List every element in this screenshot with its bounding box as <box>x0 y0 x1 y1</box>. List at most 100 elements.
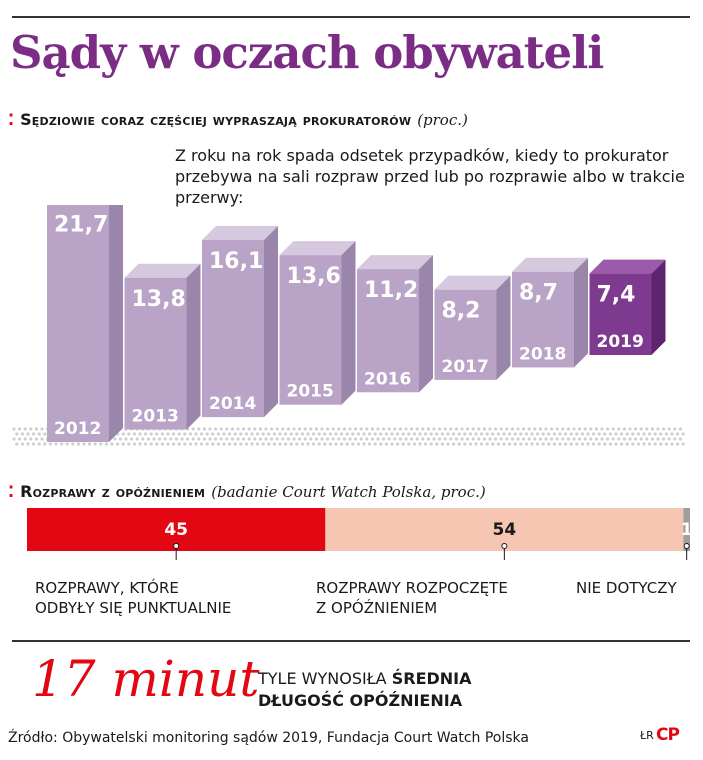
floor-dot <box>611 427 615 431</box>
floor-dot <box>617 427 621 431</box>
bar-2017: 8,2 2017 <box>434 275 511 380</box>
middle-rule <box>12 640 690 642</box>
floor-dot <box>421 427 425 431</box>
floor-dot <box>306 442 310 446</box>
floor-dot <box>424 442 428 446</box>
floor-dot <box>572 437 576 441</box>
bar-year-label: 2018 <box>519 344 566 364</box>
floor-dot <box>29 427 33 431</box>
floor-dot <box>502 442 506 446</box>
floor-dot <box>474 442 478 446</box>
floor-dot <box>208 437 212 441</box>
floor-dot <box>485 442 489 446</box>
floor-dot <box>177 432 181 436</box>
floor-dot <box>488 437 492 441</box>
floor-dot <box>15 442 19 446</box>
floor-dot <box>40 437 44 441</box>
floor-dot <box>256 432 260 436</box>
floor-dot <box>272 432 276 436</box>
highlight-value: 17 minut <box>32 650 260 708</box>
floor-dot <box>575 442 579 446</box>
floor-dot <box>253 437 257 441</box>
floor-dot <box>443 437 447 441</box>
floor-dot <box>681 432 685 436</box>
floor-dot <box>194 442 198 446</box>
bar-top <box>202 226 278 241</box>
floor-dot <box>384 442 388 446</box>
floor-dot <box>345 442 349 446</box>
floor-dot <box>281 437 285 441</box>
floor-dot <box>494 427 498 431</box>
floor-dot <box>314 437 318 441</box>
floor-dot <box>270 437 274 441</box>
floor-dot <box>202 427 206 431</box>
floor-dot <box>354 427 358 431</box>
label-punctual-line2: odbyły się punktualnie <box>35 599 232 617</box>
floor-dot <box>191 437 195 441</box>
floor-dot <box>37 442 41 446</box>
floor-dot <box>578 437 582 441</box>
segment-1: 45 <box>27 508 326 560</box>
floor-dot <box>550 437 554 441</box>
floor-dot <box>404 437 408 441</box>
floor-dot <box>524 432 529 436</box>
floor-dot <box>594 427 599 431</box>
bar-year-label: 2012 <box>54 419 101 439</box>
floor-dot <box>286 427 290 431</box>
floor-dot <box>166 442 170 446</box>
floor-dot <box>188 442 192 446</box>
floor-dot <box>592 432 596 436</box>
floor-dot <box>219 427 223 431</box>
floor-dot <box>673 437 677 441</box>
bar-value-label: 8,2 <box>442 299 481 324</box>
floor-dot <box>356 432 360 436</box>
floor-dot <box>676 442 680 446</box>
floor-dot <box>132 432 136 436</box>
floor-dot <box>270 427 274 431</box>
floor-dot <box>606 427 610 431</box>
floor-dot <box>415 437 419 441</box>
floor-dot <box>250 442 254 446</box>
floor-dot <box>250 432 254 436</box>
bar-value-label: 8,7 <box>519 281 558 306</box>
bar-value-label: 7,4 <box>597 283 636 308</box>
bar-side <box>109 205 123 442</box>
floor-dot <box>435 432 439 436</box>
floor-dot <box>368 442 372 446</box>
floor-dot <box>312 432 316 436</box>
floor-dot <box>121 432 125 436</box>
floor-dot <box>564 442 568 446</box>
floor-dot <box>463 432 467 436</box>
floor-dot <box>194 432 198 436</box>
floor-dot <box>289 432 293 436</box>
floor-dot <box>12 437 16 441</box>
floor-dot <box>499 427 503 431</box>
floor-dot <box>174 437 178 441</box>
floor-dot <box>208 427 212 431</box>
floor-dot <box>578 427 582 431</box>
bar-side <box>574 257 588 368</box>
bar-top <box>357 255 433 270</box>
floor-dot <box>449 437 453 441</box>
floor-dot <box>538 427 543 431</box>
bar-side <box>419 255 433 393</box>
floor-dot <box>667 437 671 441</box>
floor-dot <box>144 442 148 446</box>
section2-header: ⁚ Rozprawy z opóźnieniem (badanie Court Wa… <box>8 482 486 501</box>
floor-dot <box>323 432 327 436</box>
floor-dot <box>586 432 590 436</box>
floor-dot <box>583 437 587 441</box>
floor-dot <box>404 427 408 431</box>
floor-dot <box>653 432 657 436</box>
floor-dot <box>202 437 206 441</box>
floor-dot <box>482 427 486 431</box>
floor-dot <box>334 442 338 446</box>
floor-dot <box>580 432 585 436</box>
floor-dot <box>611 437 615 441</box>
section2-note: (badanie Court Watch Polska, proc.) <box>211 483 486 501</box>
floor-dot <box>524 442 529 446</box>
floor-dot <box>670 432 674 436</box>
floor-dot <box>200 442 204 446</box>
floor-dot <box>527 437 531 441</box>
floor-dot <box>186 437 190 441</box>
